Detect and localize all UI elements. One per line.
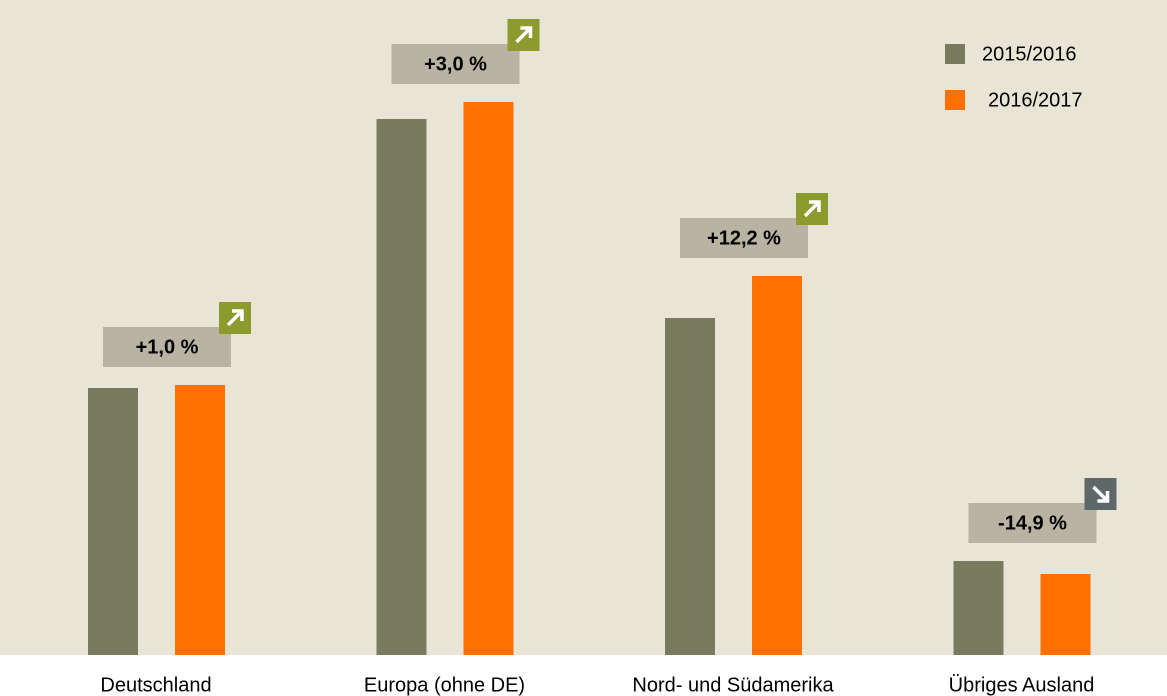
trend-arrow [226,309,244,327]
annotation-label: +3,0 % [424,53,487,75]
x-tick-label: Nord- und Südamerika [632,674,834,696]
trend-arrow [515,26,533,44]
legend-label: 2015/2016 [982,43,1077,65]
bar [376,119,427,655]
annotation-box [103,327,231,367]
annotation-label: -14,9 % [998,512,1067,534]
bar [752,276,802,655]
bar [1040,574,1091,655]
x-tick-label: Deutschland [100,674,211,696]
bar [463,102,514,655]
bar [175,385,225,655]
x-tick-label: Übriges Ausland [949,674,1095,696]
trend-arrow [803,200,821,218]
legend-swatch [945,90,965,110]
bar [665,318,715,655]
annotation-box [968,503,1097,543]
trend-arrow [1092,485,1110,503]
annotation-box [391,44,520,84]
annotation-label: +12,2 % [707,227,781,249]
annotation-box [680,218,808,258]
bar [953,561,1004,655]
bar [88,388,138,655]
x-tick-label: Europa (ohne DE) [364,674,525,696]
legend-label: 2016/2017 [988,89,1083,111]
annotation-label: +1,0 % [136,336,199,358]
legend-swatch [945,44,965,64]
